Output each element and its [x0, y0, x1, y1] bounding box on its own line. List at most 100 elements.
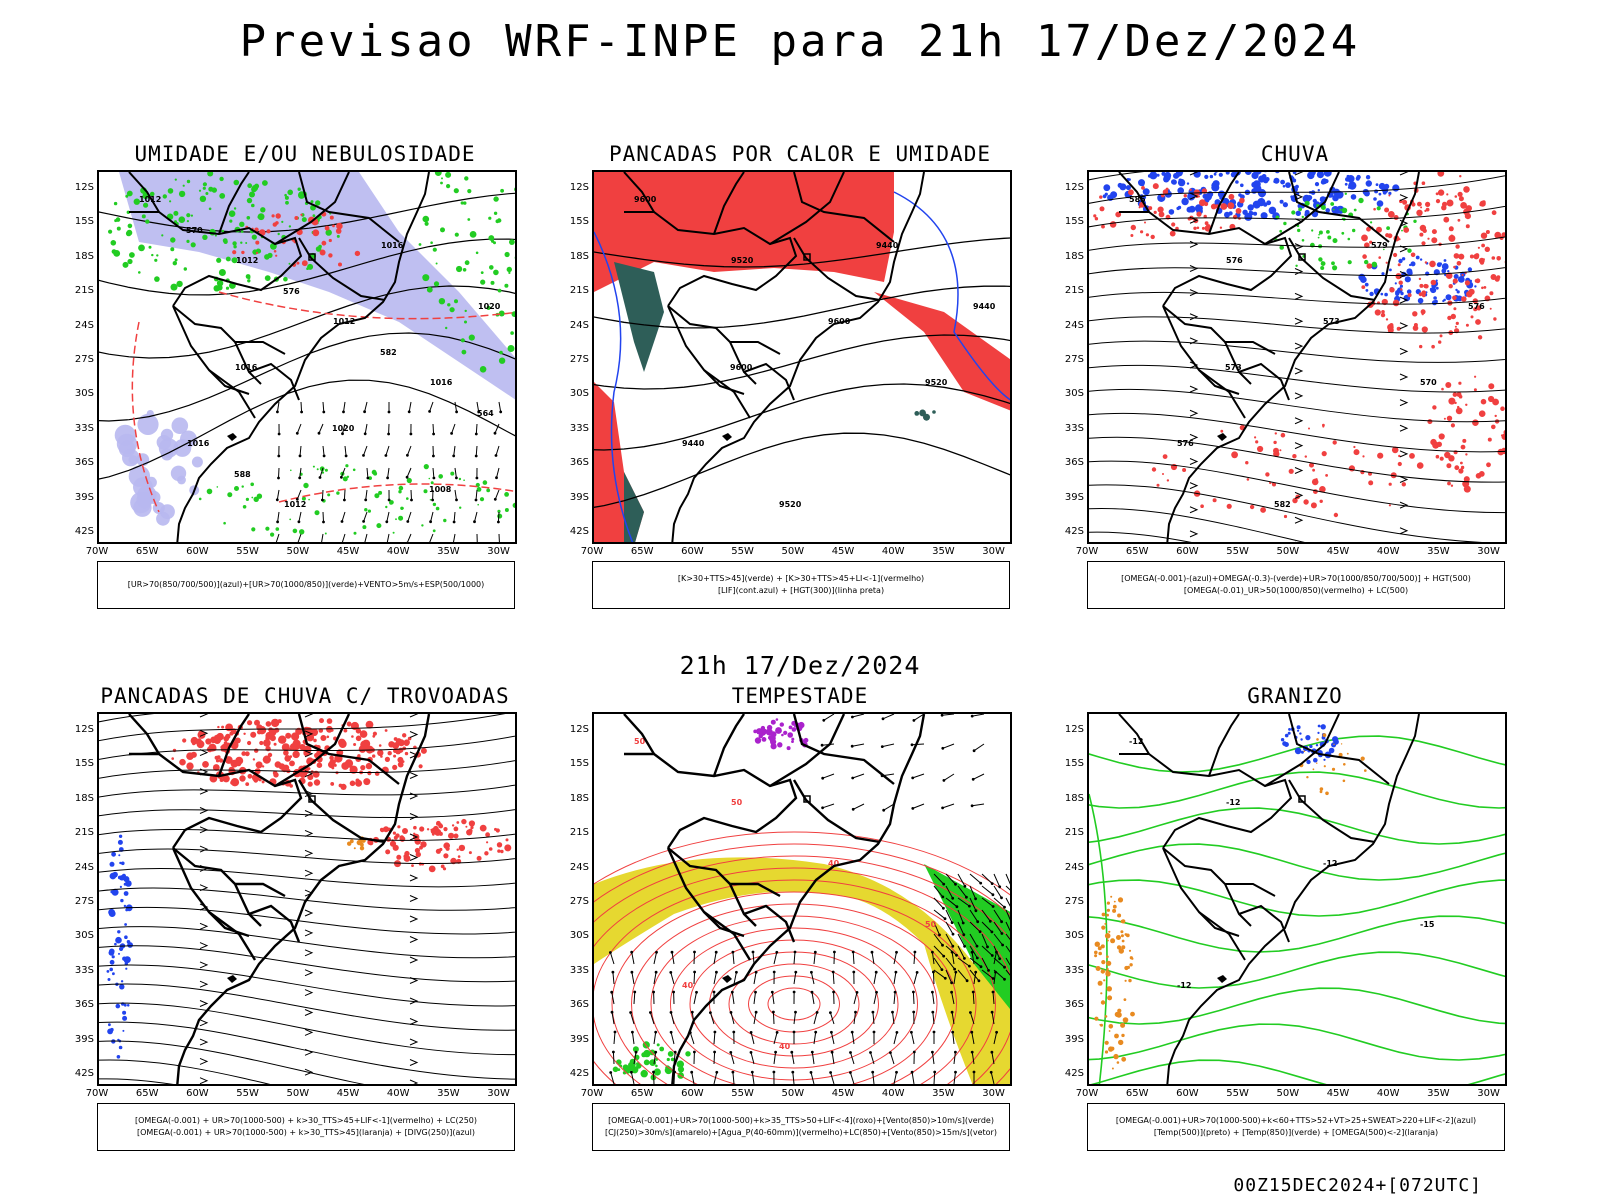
contour-label: 1008: [429, 485, 452, 494]
legend-box: [OMEGA(-0.001)+UR>70(1000-500)+k>35_TTS>…: [592, 1103, 1010, 1151]
lat-label: 30S: [569, 388, 589, 400]
lat-label: 42S: [74, 526, 94, 537]
lat-label: 15S: [74, 758, 94, 770]
contour-label: 573: [1225, 363, 1242, 372]
contour-label: -15: [1420, 920, 1435, 929]
contour-label: -12: [1177, 981, 1191, 990]
panel-title: PANCADAS DE CHUVA C/ TROVOADAS: [100, 684, 510, 708]
contour-label: 1016: [381, 241, 404, 250]
lat-label: 33S: [74, 964, 94, 976]
lon-label: 45W: [1326, 546, 1350, 557]
lat-label: 24S: [1064, 319, 1084, 331]
map-panel-6: GRANIZO -12 -12 -12 -15 -12 12S 15S 18S 21S 24S 27S…: [1050, 684, 1540, 1154]
contour-label: 579: [1371, 241, 1388, 250]
lat-label: 21S: [1064, 827, 1084, 839]
lon-label: 55W: [731, 546, 754, 557]
legend-line: [OMEGA(-0.001)-(azul)+OMEGA(-0.3)-(verde…: [1121, 574, 1471, 583]
lat-label: 42S: [1064, 1068, 1084, 1079]
legend-line: [OMEGA(-0.001)+UR>70(1000-500)+k<60+TTS>…: [1115, 1116, 1477, 1125]
contour-label: -12: [1323, 859, 1337, 868]
map-panel-4: PANCADAS DE CHUVA C/ TROVOADAS 12S 15S 18S 2…: [60, 684, 550, 1154]
lat-label: 42S: [569, 1068, 589, 1079]
lon-label: 40W: [1376, 1088, 1400, 1099]
lat-label: 12S: [74, 182, 94, 193]
lon-label: 50W: [286, 546, 310, 557]
lon-label: 30W: [982, 546, 1005, 557]
lon-label: 30W: [982, 1088, 1005, 1099]
contour-label: 50: [731, 798, 743, 807]
lat-label: 36S: [569, 999, 589, 1011]
legend-line: [UR>70(850/700/500)](azul)+[UR>70(1000/8…: [127, 580, 485, 589]
legend-line: [OMEGA(-0.001)+UR>70(1000-500)+k>35_TTS>…: [608, 1116, 994, 1125]
lat-label: 36S: [569, 457, 589, 469]
legend-box: [OMEGA(-0.001) + UR>70(1000-500) + k>30_…: [97, 1103, 515, 1151]
lat-label: 24S: [74, 861, 94, 873]
lat-label: 36S: [74, 457, 94, 469]
contour-label: 1012: [284, 500, 306, 509]
contour-label: 1012: [236, 256, 258, 265]
lat-label: 18S: [74, 792, 94, 804]
lat-label: 27S: [74, 354, 94, 365]
contour-label: 9520: [731, 256, 754, 265]
lon-label: 60W: [1176, 546, 1199, 557]
lon-label: 60W: [186, 546, 209, 557]
lat-label: 21S: [569, 285, 589, 297]
contour-label: 1016: [430, 378, 453, 387]
lon-label: 65W: [135, 1088, 159, 1099]
map-panel-3: CHUVA 585 576 573 570 576 582 579 576 573 12S 15S 18…: [1050, 142, 1540, 612]
panel-title: TEMPESTADE: [731, 684, 869, 708]
lat-label: 33S: [569, 964, 589, 976]
lon-label: 35W: [437, 546, 460, 557]
legend-line: [LIF](cont.azul) + [HGT(300)](linha pret…: [717, 586, 885, 595]
contour-label: 40: [682, 981, 694, 990]
legend-line: [K>30+TTS>45](verde) + [K>30+TTS>45+LI<-…: [677, 574, 925, 583]
lat-label: 21S: [74, 827, 94, 839]
lat-label: 21S: [569, 827, 589, 839]
lon-label: 60W: [681, 1088, 704, 1099]
map-area: 9600 9520 9600 9520 9440 9520 9440 9440 9600: [592, 170, 1012, 544]
lon-label: 70W: [1075, 546, 1099, 557]
contour-label: 576: [283, 287, 300, 296]
lon-label: 35W: [1427, 546, 1450, 557]
lat-label: 36S: [74, 999, 94, 1011]
legend-line: [Temp(500)](preto) + [Temp(850)](verde) …: [1153, 1128, 1439, 1137]
lon-label: 45W: [336, 546, 360, 557]
lon-label: 70W: [1075, 1088, 1099, 1099]
contour-label: 1012: [139, 195, 161, 204]
contour-label: 9440: [973, 302, 996, 311]
lon-label: 45W: [1326, 1088, 1350, 1099]
lon-label: 40W: [881, 546, 905, 557]
mid-title: 21h 17/Dez/2024: [679, 651, 921, 680]
lat-label: 12S: [569, 182, 589, 193]
legend-line: [OMEGA(-0.001) + UR>70(1000-500) + k>30_…: [134, 1116, 478, 1125]
map-panel-2: PANCADAS POR CALOR E UMIDADE 9600 9520 9600…: [555, 142, 1045, 612]
lat-label: 39S: [1064, 491, 1084, 503]
lon-label: 55W: [236, 546, 259, 557]
lat-label: 42S: [74, 1068, 94, 1079]
lat-label: 18S: [569, 250, 589, 262]
map-panel-5: TEMPESTADE 50 50 40 50 40 40 12S 15S 18S 21S 24S 27S…: [555, 684, 1045, 1154]
contour-label: 50: [634, 737, 646, 746]
contour-label: 1012: [333, 317, 355, 326]
contour-label: 570: [1420, 378, 1437, 387]
lon-label: 35W: [1427, 1088, 1450, 1099]
lon-label: 50W: [286, 1088, 310, 1099]
lat-label: 27S: [569, 354, 589, 365]
contour-label: 1020: [332, 424, 355, 433]
lon-label: 45W: [831, 1088, 855, 1099]
lat-label: 24S: [569, 319, 589, 331]
lat-label: 12S: [569, 724, 589, 735]
legend-box: [UR>70(850/700/500)](azul)+[UR>70(1000/8…: [97, 561, 515, 609]
lon-label: 50W: [781, 546, 805, 557]
map-area: [97, 712, 517, 1086]
lon-label: 35W: [932, 1088, 955, 1099]
lat-label: 15S: [1064, 758, 1084, 770]
lat-label: 36S: [1064, 999, 1084, 1011]
lat-label: 15S: [74, 216, 94, 228]
map-area: -12 -12 -12 -15 -12: [1087, 712, 1507, 1086]
lat-label: 18S: [1064, 250, 1084, 262]
lat-label: 18S: [74, 250, 94, 262]
lon-label: 65W: [630, 546, 654, 557]
lon-label: 40W: [1376, 546, 1400, 557]
footer-run-id: 00Z15DEC2024+[072UTC]: [1233, 1175, 1482, 1196]
